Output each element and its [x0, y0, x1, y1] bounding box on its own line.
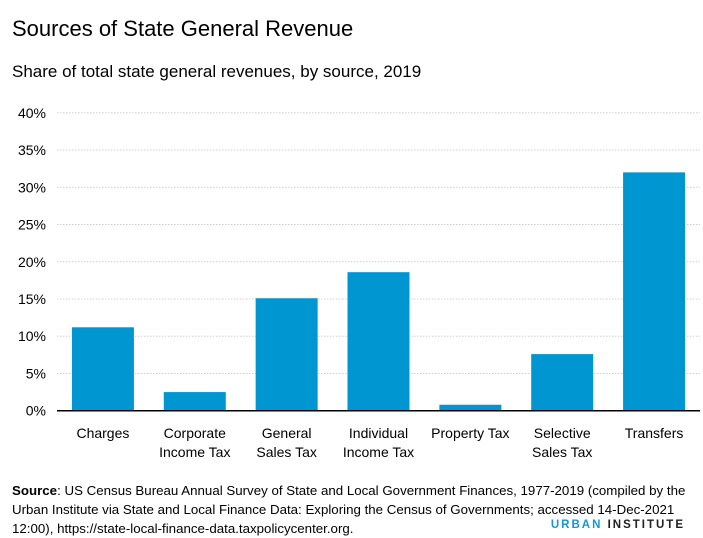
x-tick-label: Property Tax	[431, 425, 509, 441]
chart-title: Sources of State General Revenue	[12, 16, 354, 41]
x-tick-label: Corporate	[164, 425, 226, 441]
bar	[163, 392, 226, 411]
x-tick-label: Income Tax	[343, 444, 414, 460]
bar-chart: 0% 5% 10% 15% 20% 25% 30% 35% 40% Charges Corporat…	[18, 105, 700, 460]
logo-word-urban: URBAN	[550, 519, 603, 531]
x-tick-label: Transfers	[625, 425, 684, 441]
y-tick-label: 10%	[18, 328, 46, 344]
y-tick-label: 40%	[18, 105, 46, 121]
x-tick-label: Individual	[349, 425, 408, 441]
x-tick-label: Selective	[534, 425, 591, 441]
bar	[347, 272, 410, 411]
logo-word-institute: INSTITUTE	[607, 519, 685, 531]
x-tick-label: General	[262, 425, 312, 441]
y-tick-label: 0%	[26, 403, 46, 419]
bar	[439, 404, 502, 411]
source-text: : US Census Bureau Annual Survey of Stat…	[12, 483, 686, 536]
source-note: Source: US Census Bureau Annual Survey o…	[12, 481, 702, 538]
source-label: Source	[12, 483, 58, 498]
y-tick-label: 15%	[18, 291, 46, 307]
x-tick-label: Charges	[76, 425, 129, 441]
x-tick-label: Sales Tax	[256, 444, 316, 460]
x-tick-label: Income Tax	[159, 444, 230, 460]
urban-institute-logo: URBAN INSTITUTE	[551, 519, 685, 531]
bar	[623, 172, 686, 411]
y-tick-label: 25%	[18, 217, 46, 233]
y-tick-label: 20%	[18, 254, 46, 270]
chart-subtitle: Share of total state general revenues, b…	[12, 62, 422, 81]
x-tick-label: Sales Tax	[532, 444, 592, 460]
y-tick-label: 35%	[18, 142, 46, 158]
bar	[531, 354, 594, 411]
bar	[255, 298, 318, 411]
y-tick-label: 5%	[26, 365, 46, 381]
bar	[71, 327, 134, 411]
y-tick-label: 30%	[18, 179, 46, 195]
